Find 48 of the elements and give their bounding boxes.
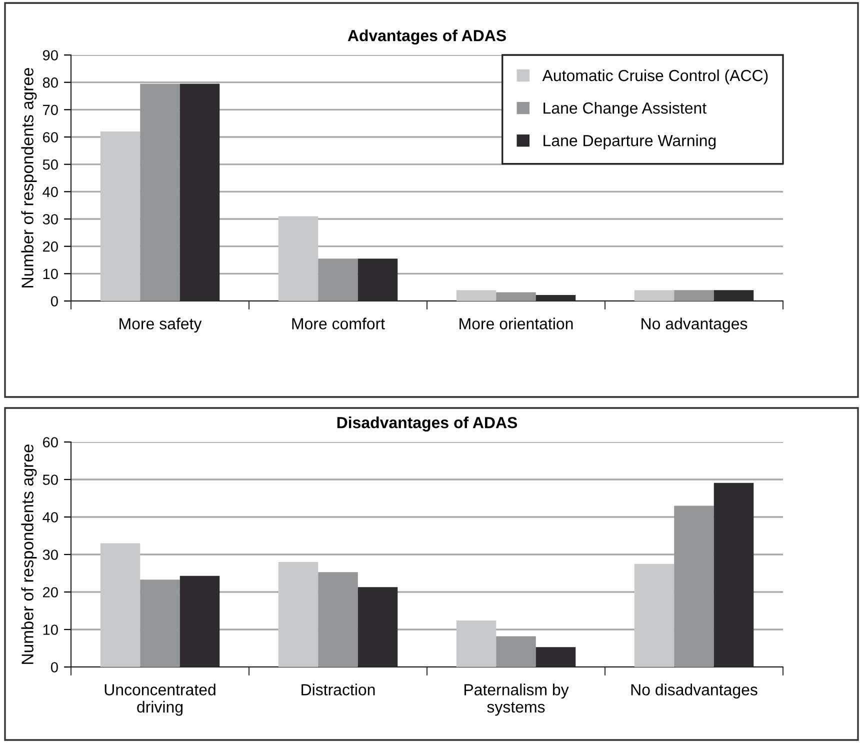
y-tick-label: 10 bbox=[43, 268, 58, 280]
x-tick-label: More safety bbox=[120, 318, 202, 333]
y-axis-title: Number of respondents agree bbox=[21, 68, 37, 288]
bar bbox=[456, 290, 496, 301]
bar bbox=[496, 636, 536, 667]
bar bbox=[496, 292, 536, 301]
y-tick-label: 70 bbox=[43, 104, 58, 116]
x-tick-label: More orientation bbox=[460, 318, 573, 330]
y-tick-label: 10 bbox=[43, 624, 58, 635]
bar bbox=[674, 290, 714, 301]
y-tick-label: 30 bbox=[42, 550, 58, 560]
y-tick-label: 0 bbox=[50, 662, 58, 672]
y-tick-label: 0 bbox=[50, 296, 58, 306]
y-tick-label: 50 bbox=[42, 474, 58, 485]
y-axis-title: Number of respondents agree bbox=[21, 444, 37, 664]
bar bbox=[318, 258, 358, 301]
y-tick-label: 40 bbox=[42, 186, 58, 198]
x-tick-label: No advantages bbox=[642, 318, 748, 333]
chart-title: Advantages of ADAS bbox=[348, 30, 506, 44]
y-tick-label: 30 bbox=[42, 214, 58, 224]
bar bbox=[278, 216, 318, 301]
y-tick-label: 20 bbox=[43, 241, 58, 252]
x-tick-label: Paternalism by systems bbox=[464, 684, 569, 716]
bar bbox=[100, 543, 140, 667]
legend-label: Automatic Cruise Control (ACC) bbox=[542, 69, 768, 84]
bar bbox=[634, 290, 674, 301]
bar bbox=[140, 580, 180, 667]
y-tick-label: 40 bbox=[42, 512, 58, 522]
y-tick-label: 60 bbox=[43, 132, 58, 142]
bar bbox=[140, 84, 180, 301]
bar bbox=[674, 506, 714, 667]
bar bbox=[634, 564, 674, 667]
chart-title: Disadvantages of ADAS bbox=[337, 416, 518, 432]
y-tick-label: 90 bbox=[42, 50, 58, 60]
y-tick-label: 80 bbox=[42, 77, 58, 88]
x-tick-label: More comfort bbox=[292, 318, 385, 330]
bar bbox=[456, 620, 496, 667]
y-tick-label: 50 bbox=[42, 159, 58, 170]
bar bbox=[100, 132, 140, 301]
bar bbox=[278, 562, 318, 667]
y-tick-label: 60 bbox=[43, 437, 58, 448]
x-tick-label: Distraction bbox=[302, 684, 375, 696]
y-tick-label: 20 bbox=[43, 587, 58, 598]
x-tick-label: Unconcentrated driving bbox=[104, 684, 216, 716]
bar bbox=[318, 572, 358, 667]
x-tick-label: No disadvantages bbox=[631, 684, 758, 699]
legend-label: Lane Departure Warning bbox=[544, 134, 716, 150]
legend-label: Lane Change Assistent bbox=[544, 102, 706, 117]
